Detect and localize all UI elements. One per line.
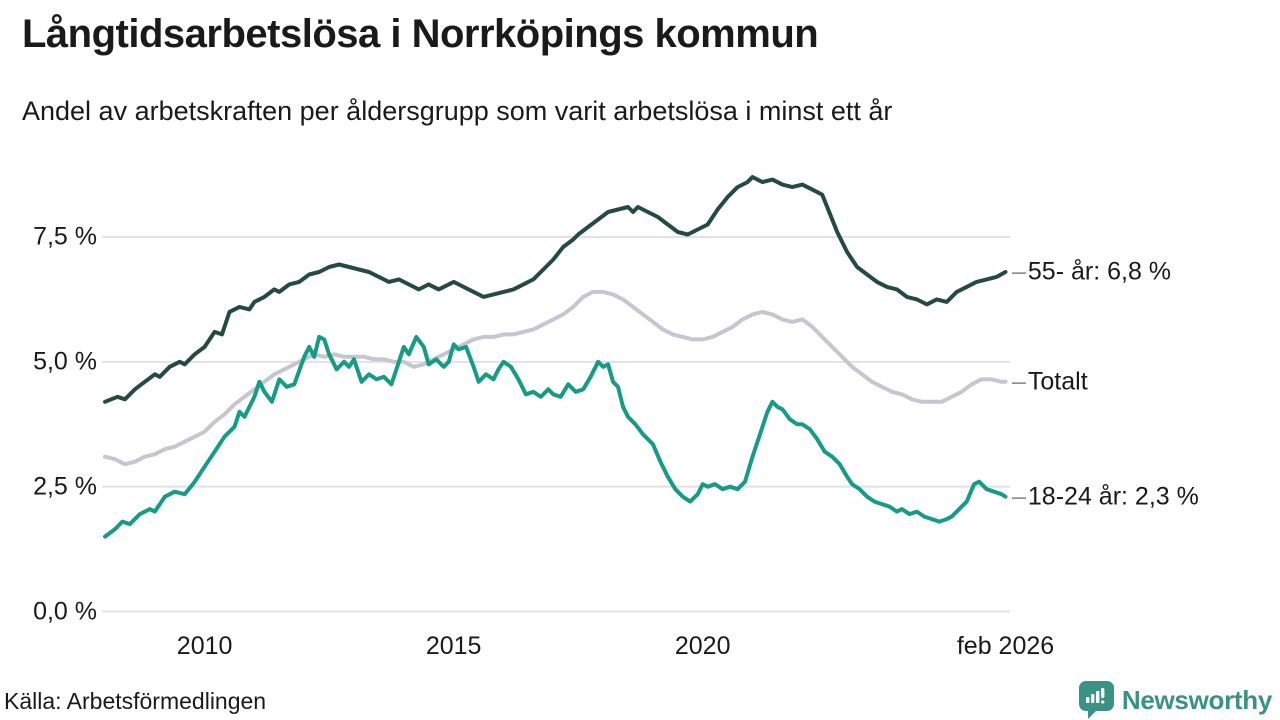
newsworthy-logo: Newsworthy [1078, 680, 1272, 720]
line-series-55-år [103, 175, 1008, 404]
source-caption: Källa: Arbetsförmedlingen [4, 688, 267, 714]
x-axis-tick-2015: 2015 [425, 632, 482, 660]
line-series-18-24år [103, 334, 1008, 539]
y-axis-tick-7-5: 7,5 % [33, 222, 97, 251]
y-axis-tick-2-5: 2,5 % [33, 472, 97, 501]
newsworthy-wordmark: Newsworthy [1121, 684, 1272, 715]
newsworthy-icon [1078, 681, 1114, 719]
chart-title: Långtidsarbetslösa i Norrköpings kommun [22, 12, 819, 56]
series-end-label-18-24-text: 18-24 år: 2,3 % [1027, 482, 1199, 511]
series-end-label-18-24: – 18-24 år: 2,3 % [1012, 482, 1199, 511]
label-connector-dash: – [1012, 257, 1026, 286]
series-end-label-55plus: – 55- år: 6,8 % [1012, 257, 1171, 286]
x-axis-tick-feb-2026: feb 2026 [956, 632, 1055, 660]
series-end-label-55plus-text: 55- år: 6,8 % [1027, 257, 1172, 286]
chart-subtitle: Andel av arbetskraften per åldersgrupp s… [22, 96, 893, 126]
label-connector-dash: – [1012, 367, 1026, 396]
y-axis-tick-0-0: 0,0 % [33, 597, 97, 625]
series-end-label-totalt: – Totalt [1012, 367, 1088, 396]
label-connector-dash: – [1012, 482, 1026, 511]
line-series-Totalt [103, 289, 1008, 467]
x-axis-tick-2020: 2020 [674, 632, 731, 660]
y-axis-tick-5-0: 5,0 % [33, 347, 97, 376]
series-end-label-totalt-text: Totalt [1027, 367, 1088, 396]
x-axis-tick-2010: 2010 [176, 632, 233, 660]
